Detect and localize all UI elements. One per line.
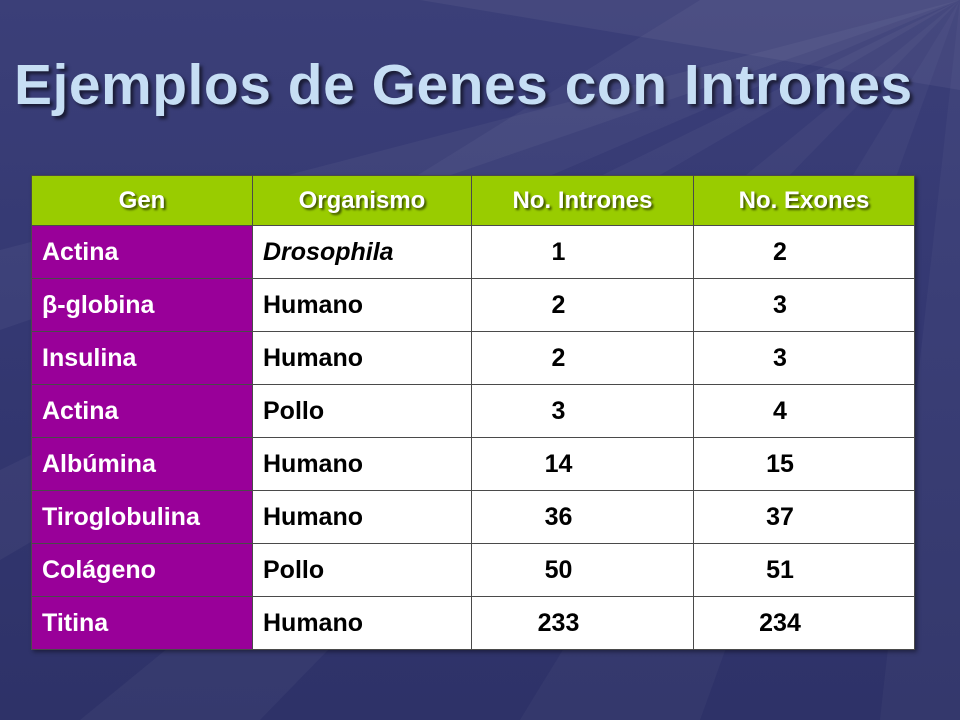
table-row: Colágeno Pollo 50 51 (31, 543, 915, 597)
organismo-cell: Humano (252, 437, 472, 491)
header-organismo: Organismo (252, 175, 472, 226)
organismo-cell: Humano (252, 331, 472, 385)
intrones-cell: 50 (471, 543, 694, 597)
intrones-value: 2 (551, 343, 566, 372)
organismo-cell: Humano (252, 596, 472, 650)
exones-value: 3 (773, 290, 787, 319)
organismo-cell: Humano (252, 278, 472, 332)
gen-cell: Actina (31, 225, 253, 279)
gen-cell: Colágeno (31, 543, 253, 597)
gen-cell: β-globina (31, 278, 253, 332)
exones-value: 15 (766, 449, 794, 478)
intrones-value: 3 (551, 396, 566, 425)
gen-cell: Titina (31, 596, 253, 650)
intrones-value: 50 (544, 555, 573, 584)
exones-cell: 3 (693, 278, 915, 332)
table-row: Actina Pollo 3 4 (31, 384, 915, 438)
gen-cell: Actina (31, 384, 253, 438)
exones-cell: 234 (693, 596, 915, 650)
exones-cell: 3 (693, 331, 915, 385)
gen-cell: Insulina (31, 331, 253, 385)
gen-cell: Albúmina (31, 437, 253, 491)
exones-value: 3 (773, 343, 787, 372)
header-exones: No. Exones (693, 175, 915, 226)
intrones-cell: 36 (471, 490, 694, 544)
intrones-value: 36 (544, 502, 573, 531)
header-intrones: No. Intrones (471, 175, 694, 226)
table-row: Actina Drosophila 1 2 (31, 225, 915, 279)
exones-value: 37 (766, 502, 794, 531)
table-header-row: Gen Organismo No. Intrones No. Exones (31, 175, 915, 226)
table-row: Albúmina Humano 14 15 (31, 437, 915, 491)
intrones-cell: 1 (471, 225, 694, 279)
slide-title: Ejemplos de Genes con Intrones (14, 53, 913, 117)
organismo-cell: Pollo (252, 384, 472, 438)
exones-cell: 15 (693, 437, 915, 491)
exones-value: 234 (759, 608, 801, 637)
exones-cell: 37 (693, 490, 915, 544)
intrones-cell: 2 (471, 278, 694, 332)
exones-cell: 2 (693, 225, 915, 279)
intrones-cell: 2 (471, 331, 694, 385)
exones-cell: 51 (693, 543, 915, 597)
exones-value: 51 (766, 555, 794, 584)
header-gen: Gen (31, 175, 253, 226)
organismo-cell: Humano (252, 490, 472, 544)
table-row: β-globina Humano 2 3 (31, 278, 915, 332)
intrones-value: 2 (551, 290, 566, 319)
gen-cell: Tiroglobulina (31, 490, 253, 544)
intrones-cell: 3 (471, 384, 694, 438)
intrones-cell: 233 (471, 596, 694, 650)
exones-value: 2 (773, 237, 787, 266)
exones-value: 4 (773, 396, 787, 425)
intrones-value: 14 (544, 449, 573, 478)
table-row: Titina Humano 233 234 (31, 596, 915, 650)
organismo-cell: Pollo (252, 543, 472, 597)
intrones-cell: 14 (471, 437, 694, 491)
intrones-value: 1 (551, 237, 566, 266)
intrones-value: 233 (537, 608, 580, 637)
table-row: Tiroglobulina Humano 36 37 (31, 490, 915, 544)
genes-table: Gen Organismo No. Intrones No. Exones Ac… (31, 175, 915, 650)
exones-cell: 4 (693, 384, 915, 438)
organismo-cell: Drosophila (252, 225, 472, 279)
table-row: Insulina Humano 2 3 (31, 331, 915, 385)
